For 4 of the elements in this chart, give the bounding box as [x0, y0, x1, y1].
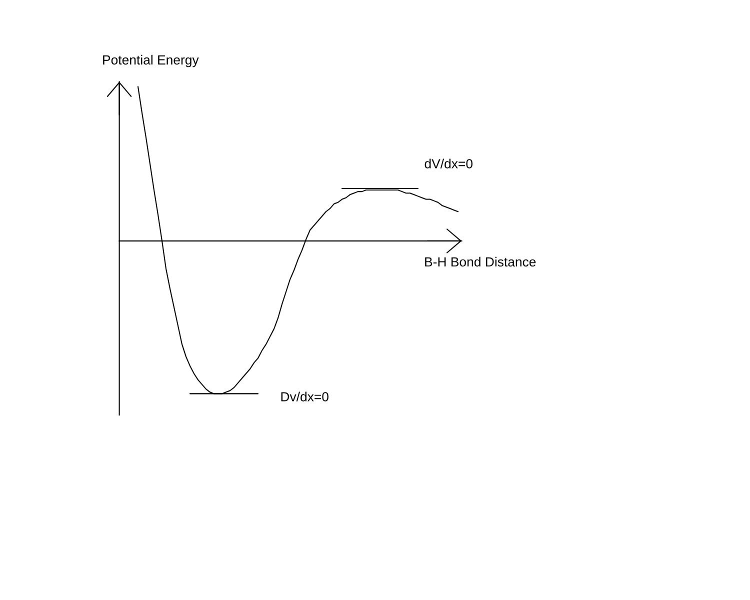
series-label: dV/dx=0	[424, 158, 473, 168]
series-label: Dv/dx=0	[281, 392, 328, 402]
y-axis-title: Potential Energy	[103, 54, 199, 68]
x-axis-title: B-H Bond Distance	[425, 256, 536, 267]
